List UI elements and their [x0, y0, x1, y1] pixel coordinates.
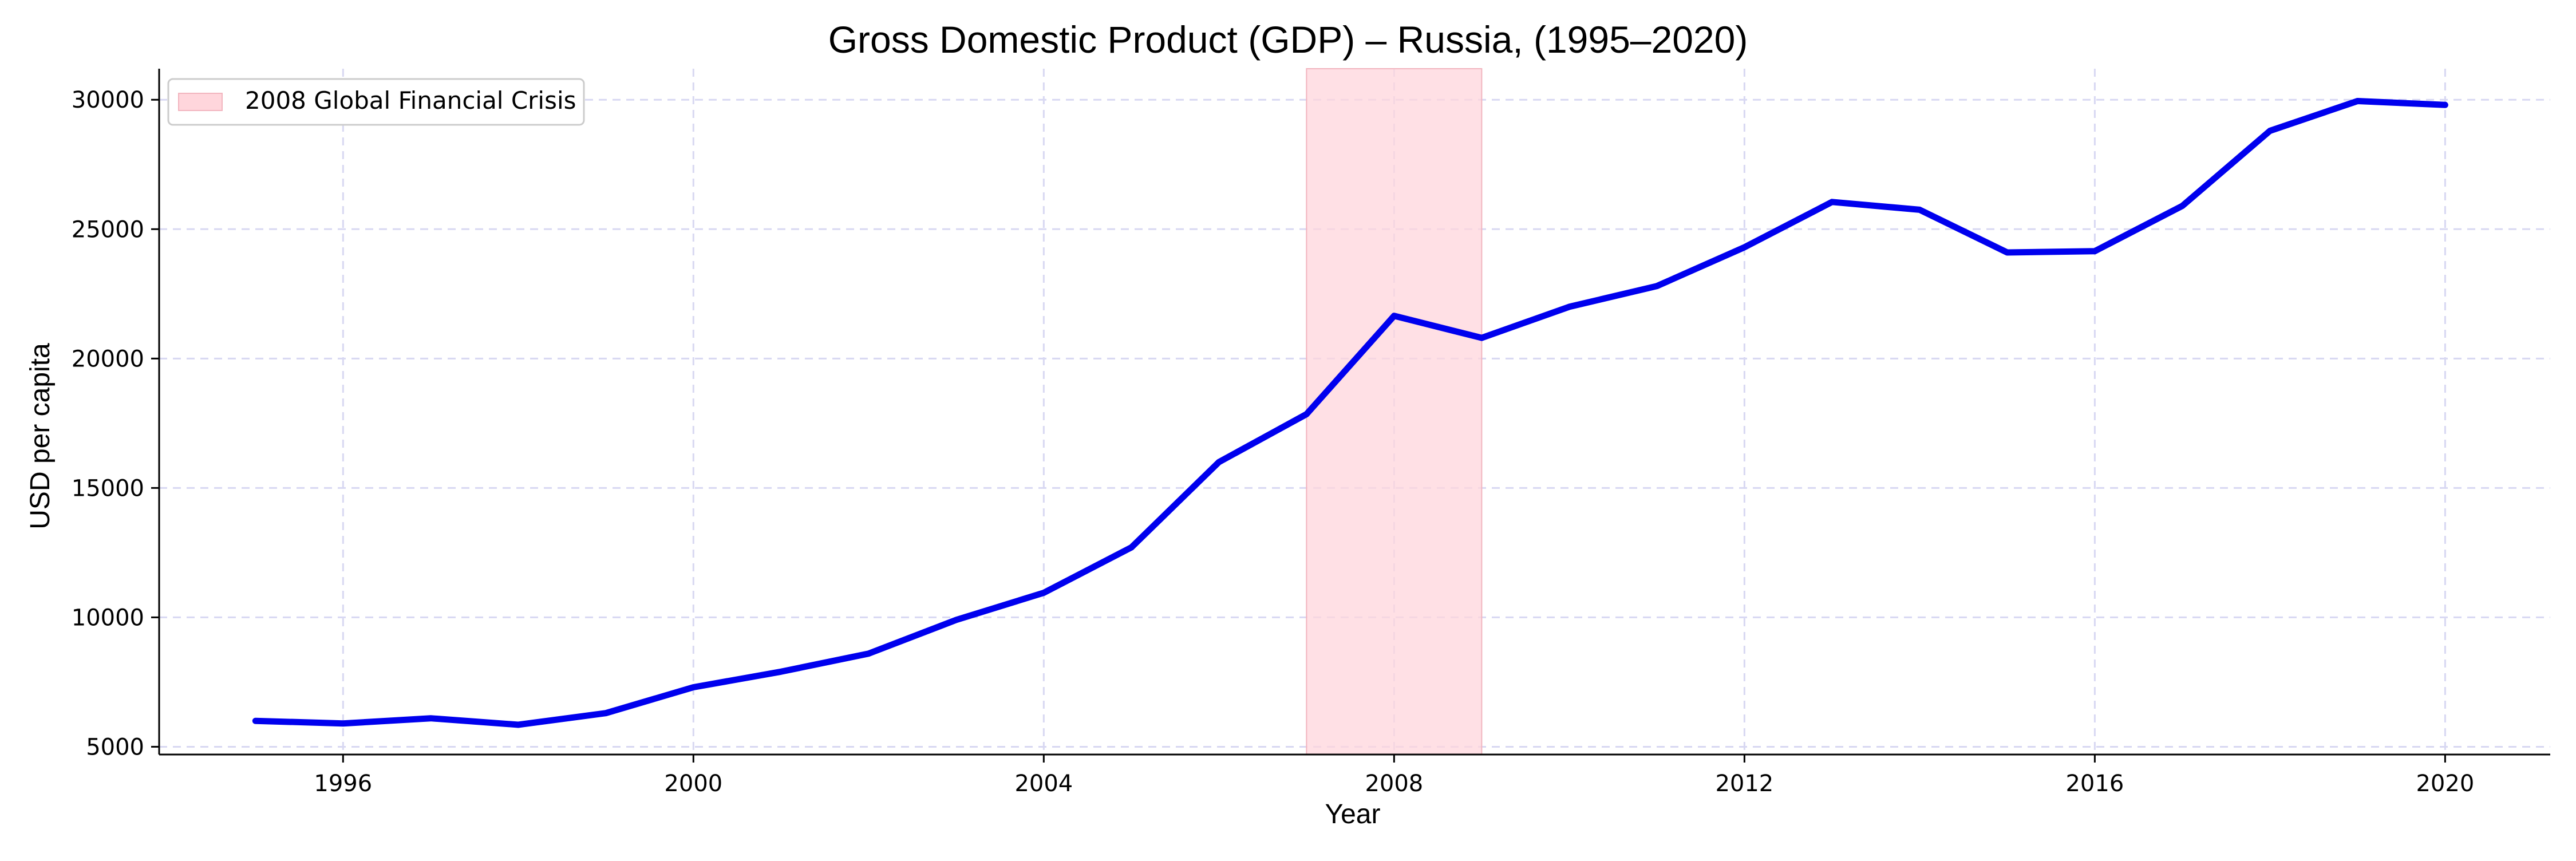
x-tick-label: 1996 — [314, 771, 372, 797]
y-tick-label: 30000 — [72, 87, 144, 113]
shaded-regions — [1306, 69, 1481, 755]
x-tick-label: 2020 — [2416, 771, 2474, 797]
legend-swatch — [179, 93, 222, 110]
x-axis-label: Year — [1325, 799, 1381, 830]
crisis-shaded-region — [1306, 69, 1481, 755]
tick-labels: 1996 2000 2004 2008 2012 2016 2020 5000 10000 150… — [72, 87, 2475, 797]
y-axis-label: USD per capita — [25, 343, 56, 530]
x-tick-label: 2016 — [2065, 771, 2124, 797]
x-tick-label: 2004 — [1014, 771, 1073, 797]
x-tick-label: 2008 — [1365, 771, 1423, 797]
chart-title: Gross Domestic Product (GDP) – Russia, (… — [828, 18, 1748, 61]
legend-label: 2008 Global Financial Crisis — [245, 86, 576, 114]
x-tick-label: 2000 — [664, 771, 722, 797]
y-tick-label: 10000 — [72, 605, 144, 631]
y-tick-label: 15000 — [72, 475, 144, 501]
y-tick-label: 25000 — [72, 216, 144, 243]
y-tick-label: 5000 — [86, 734, 144, 760]
x-tick-label: 2012 — [1715, 771, 1773, 797]
legend: 2008 Global Financial Crisis — [168, 79, 584, 125]
y-tick-label: 20000 — [72, 346, 144, 372]
